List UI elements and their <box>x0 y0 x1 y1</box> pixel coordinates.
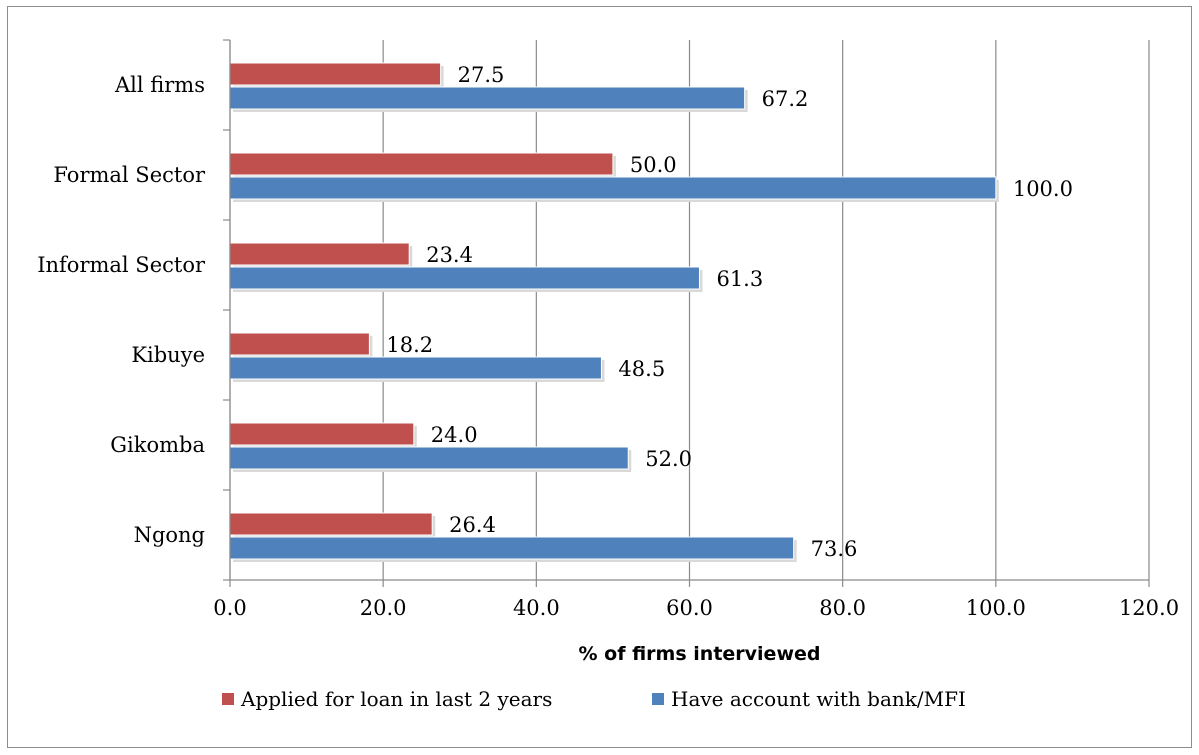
legend-label: Applied for loan in last 2 years <box>240 687 552 711</box>
bar-applied-loan <box>229 62 442 86</box>
data-label: 24.0 <box>431 423 478 447</box>
data-label: 73.6 <box>811 537 858 561</box>
category-label: Gikomba <box>110 433 205 457</box>
x-tick-label: 40.0 <box>513 596 560 620</box>
x-tick-label: 60.0 <box>666 596 713 620</box>
data-label: 26.4 <box>449 513 496 537</box>
data-label: 18.2 <box>386 333 433 357</box>
bar-bank-account <box>229 356 602 380</box>
x-tick-label: 120.0 <box>1119 596 1179 620</box>
bar-bank-account <box>229 176 997 200</box>
bar-bank-account <box>229 536 795 560</box>
legend-label: Have account with bank/MFI <box>671 687 966 711</box>
data-label: 27.5 <box>458 63 505 87</box>
data-label: 48.5 <box>618 357 665 381</box>
bar-applied-loan <box>229 512 433 536</box>
legend: Applied for loan in last 2 years Have acc… <box>222 687 966 711</box>
bar-applied-loan <box>229 242 410 266</box>
x-tick-label: 80.0 <box>819 596 866 620</box>
data-label: 50.0 <box>630 153 677 177</box>
data-label: 23.4 <box>426 243 473 267</box>
x-tick-label: 20.0 <box>360 596 407 620</box>
bar-bank-account <box>229 446 629 470</box>
bar-applied-loan <box>229 422 415 446</box>
bar-applied-loan <box>229 152 614 176</box>
bar-applied-loan <box>229 332 370 356</box>
legend-swatch <box>222 693 234 705</box>
legend-swatch <box>652 693 664 705</box>
bar-bank-account <box>229 86 746 110</box>
bars: 27.5 67.2 50.0 100.0 23.4 61.3 18.2 48.5 24.0 52.… <box>229 62 1073 562</box>
x-tick-label: 0.0 <box>213 596 246 620</box>
category-label: All firms <box>114 73 205 97</box>
x-axis-title: % of firms interviewed <box>579 643 821 665</box>
data-label: 52.0 <box>645 447 692 471</box>
category-label: Ngong <box>134 523 205 547</box>
data-label: 100.0 <box>1013 177 1073 201</box>
x-tick-label: 100.0 <box>966 596 1026 620</box>
data-label: 61.3 <box>716 267 763 291</box>
category-label: Kibuye <box>131 343 205 367</box>
category-label: Formal Sector <box>53 163 206 187</box>
grid-lines <box>229 40 1150 580</box>
data-label: 67.2 <box>762 87 809 111</box>
axes: 0.0 20.0 40.0 60.0 80.0 100.0 120.0 All firms Fo… <box>37 39 1179 620</box>
category-label: Informal Sector <box>37 253 206 277</box>
bar-bank-account <box>229 266 700 290</box>
